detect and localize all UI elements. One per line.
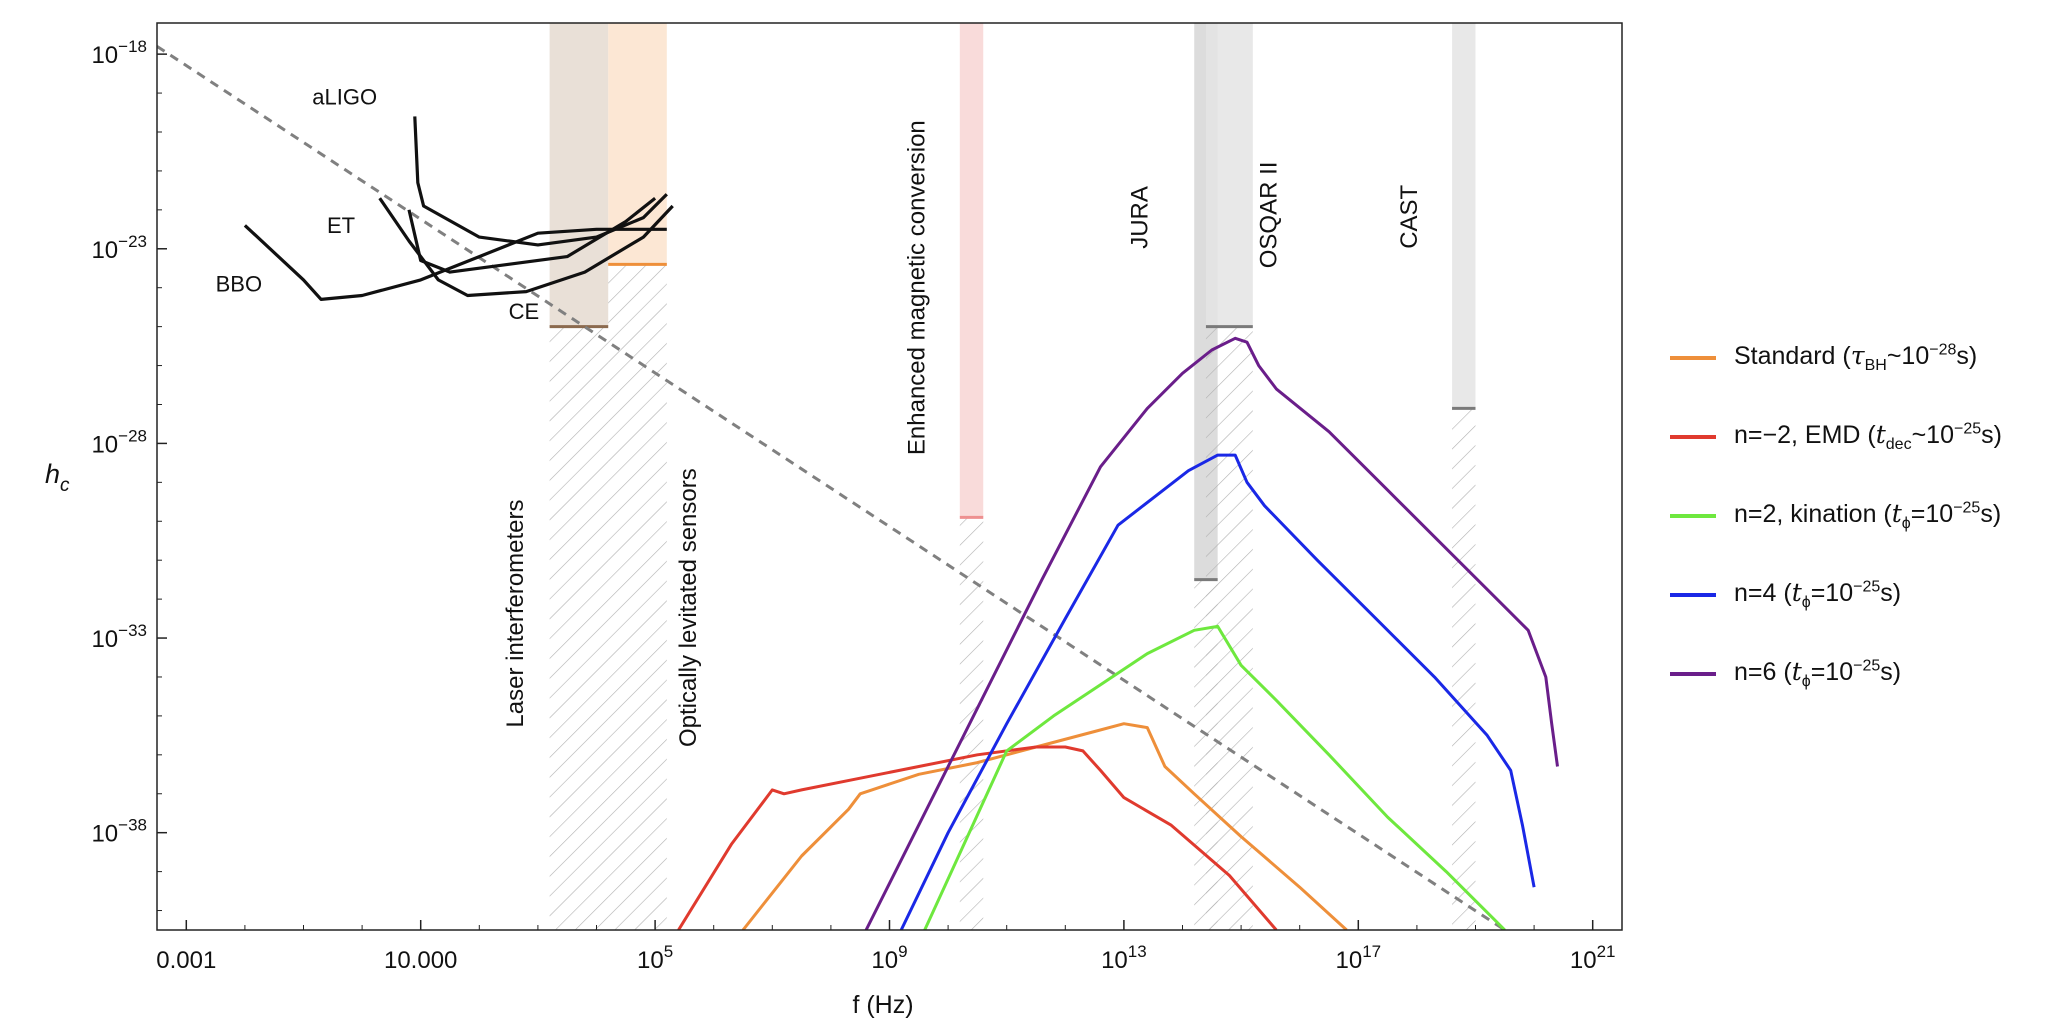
legend-label: n=4 (tϕ=10−25s) [1734, 577, 1902, 611]
legend-swatch [1670, 434, 1716, 439]
series-line [899, 453, 1536, 930]
detector-label: CE [509, 299, 540, 324]
band-fill [549, 23, 609, 327]
band-label: Laser interferometers [502, 499, 529, 727]
detector-curve-et [378, 197, 674, 298]
detector-label: aLIGO [312, 85, 377, 110]
y-tick-label: 10−28 [91, 426, 147, 458]
detector-label: ET [327, 213, 355, 238]
x-tick-label: 1017 [1335, 942, 1381, 974]
legend-label: n=6 (tϕ=10−25s) [1734, 656, 1902, 690]
x-axis-title: f (Hz) [852, 991, 913, 1019]
legend-item: n=−2, EMD (tdec~10−25s) [1670, 397, 2060, 476]
x-tick-label: 1021 [1570, 942, 1616, 974]
band-labels: aLIGO ET CE BBO Laser interferometers Optical… [216, 85, 1423, 747]
band-fill [1452, 23, 1476, 409]
signal-series [677, 336, 1559, 930]
legend-item: n=4 (tϕ=10−25s) [1670, 555, 2060, 634]
series-line [741, 722, 1348, 930]
band-label: JURA [1126, 186, 1153, 249]
x-tick-label: 1013 [1101, 942, 1147, 974]
reference-line-group [157, 45, 1506, 930]
x-tick-label: 0.001 [156, 947, 216, 974]
band-hatch [1452, 408, 1476, 930]
reference-dashed-line [157, 45, 1506, 930]
legend-swatch [1670, 592, 1716, 597]
y-axis-title: hc [45, 459, 70, 496]
legend: Standard (τBH~10−28s) n=−2, EMD (tdec~10−… [1670, 318, 2060, 713]
band-label: Optically levitated sensors [675, 468, 702, 747]
detector-label: BBO [216, 272, 262, 297]
x-tick-label: 105 [637, 942, 673, 974]
band-hatch [959, 517, 984, 930]
band-fill [1205, 23, 1253, 327]
legend-item: Standard (τBH~10−28s) [1670, 318, 2060, 397]
legend-label: n=2, kination (tϕ=10−25s) [1734, 498, 2002, 532]
detector-curve-bbo [243, 224, 667, 301]
series-line [864, 336, 1559, 930]
y-tick-label: 10−33 [91, 621, 147, 653]
legend-label: n=−2, EMD (tdec~10−25s) [1734, 419, 2002, 453]
axis-ticks: 0.001 10.000 105 109 1013 1017 1021 10−18 10−23 1… [91, 37, 1615, 974]
band-label: Enhanced magnetic conversion [904, 120, 931, 455]
x-tick-label: 10.000 [384, 947, 457, 974]
y-tick-label: 10−38 [91, 816, 147, 848]
detector-curves [243, 116, 674, 301]
legend-swatch [1670, 671, 1716, 676]
legend-item: n=6 (tϕ=10−25s) [1670, 634, 2060, 713]
detector-curve-ce [407, 196, 657, 274]
detector-curve-aligo [413, 116, 668, 247]
y-tick-label: 10−23 [91, 232, 147, 264]
band-label: CAST [1396, 184, 1423, 248]
y-tick-label: 10−18 [91, 37, 147, 69]
legend-item: n=2, kination (tϕ=10−25s) [1670, 476, 2060, 555]
x-tick-label: 109 [871, 942, 907, 974]
band-fill [959, 23, 984, 518]
legend-swatch [1670, 355, 1716, 360]
series-line [923, 624, 1506, 930]
band-label: OSQAR II [1255, 162, 1282, 269]
band-hatch [549, 326, 609, 930]
band-hatch [608, 264, 667, 930]
legend-swatch [1670, 513, 1716, 518]
plot-frame [156, 22, 1623, 931]
legend-label: Standard (τBH~10−28s) [1734, 340, 1978, 374]
